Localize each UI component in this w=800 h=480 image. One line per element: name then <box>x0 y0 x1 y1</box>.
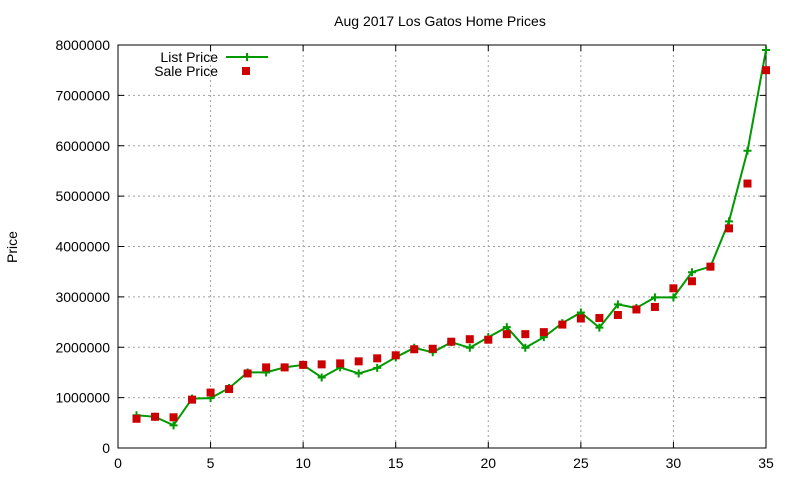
sale-price-point <box>280 363 289 372</box>
sale-price-point <box>169 413 178 422</box>
list-price-point <box>595 323 604 332</box>
legend-label-list-price: List Price <box>160 49 218 65</box>
x-tick-label: 30 <box>666 455 682 471</box>
y-tick-label: 8000000 <box>55 37 110 53</box>
sale-price-point <box>613 311 622 320</box>
legend-marker-list-price <box>243 53 251 61</box>
sale-price-point <box>188 395 197 404</box>
sale-price-point <box>762 66 770 75</box>
sale-price-point <box>576 314 585 323</box>
list-price-point <box>743 146 752 155</box>
y-tick-label: 4000000 <box>55 239 110 255</box>
y-tick-label: 1000000 <box>55 390 110 406</box>
sale-price-point <box>595 314 604 323</box>
y-tick-label: 2000000 <box>55 339 110 355</box>
list-price-point <box>669 293 678 302</box>
sale-price-point <box>317 360 326 369</box>
y-tick-label: 7000000 <box>55 87 110 103</box>
y-tick-label: 3000000 <box>55 289 110 305</box>
list-price-point <box>762 46 770 55</box>
sale-price-point <box>262 363 271 372</box>
list-price-point <box>650 293 659 302</box>
sale-price-point <box>484 335 493 344</box>
list-price-point <box>613 300 622 309</box>
sale-price-point <box>743 179 752 188</box>
list-price-point <box>724 217 733 226</box>
list-price-point <box>521 343 530 352</box>
sale-price-point <box>243 369 252 378</box>
x-tick-label: 10 <box>295 455 311 471</box>
x-tick-label: 15 <box>388 455 404 471</box>
sale-price-point <box>502 330 511 339</box>
list-price-point <box>502 323 511 332</box>
sale-price-point <box>373 354 382 363</box>
sale-price-point <box>650 302 659 311</box>
x-tick-label: 25 <box>573 455 589 471</box>
sale-price-point <box>225 385 234 394</box>
sale-price-point <box>687 277 696 286</box>
sale-price-point <box>299 360 308 369</box>
grid <box>118 45 766 448</box>
sale-price-point <box>428 344 437 353</box>
sale-price-point <box>558 320 567 329</box>
list-price-point <box>465 343 474 352</box>
legend-marker-sale-price <box>242 67 250 75</box>
sale-price-point <box>447 337 456 346</box>
sale-price-point <box>465 335 474 344</box>
y-tick-label: 6000000 <box>55 138 110 154</box>
sale-price-point <box>410 345 419 354</box>
chart-title: Aug 2017 Los Gatos Home Prices <box>334 13 546 29</box>
sale-price-point <box>391 351 400 360</box>
y-tick-label: 5000000 <box>55 188 110 204</box>
sale-price-point <box>706 262 715 271</box>
x-tick-label: 35 <box>758 455 774 471</box>
legend-label-sale-price: Sale Price <box>154 63 218 79</box>
legend: List Price Sale Price <box>154 49 268 79</box>
y-axis-label: Price <box>4 231 20 263</box>
x-tick-label: 5 <box>207 455 215 471</box>
sale-price-point <box>669 284 678 293</box>
sale-price-point <box>521 330 530 339</box>
list-price-point <box>687 268 696 277</box>
sale-price-point <box>354 357 363 366</box>
sale-price-point <box>724 224 733 233</box>
sale-price-point <box>151 412 160 421</box>
list-price-point <box>354 369 363 378</box>
sale-price-point <box>632 305 641 314</box>
sale-price-point <box>206 388 215 397</box>
x-tick-label: 20 <box>480 455 496 471</box>
list-price-line <box>136 49 767 427</box>
list-price-point <box>169 421 178 430</box>
sale-price-point <box>539 328 548 337</box>
list-price-point <box>317 373 326 382</box>
series <box>132 46 770 430</box>
sale-price-point <box>336 359 345 368</box>
plot-border <box>117 44 767 449</box>
axis-ticks: 0 5 10 15 20 25 30 35 0 1000000 2000000 3000000 4000… <box>55 37 774 471</box>
x-tick-label: 0 <box>114 455 122 471</box>
list-price-point <box>373 363 382 372</box>
sale-price-point <box>132 414 141 423</box>
y-tick-label: 0 <box>102 440 110 456</box>
